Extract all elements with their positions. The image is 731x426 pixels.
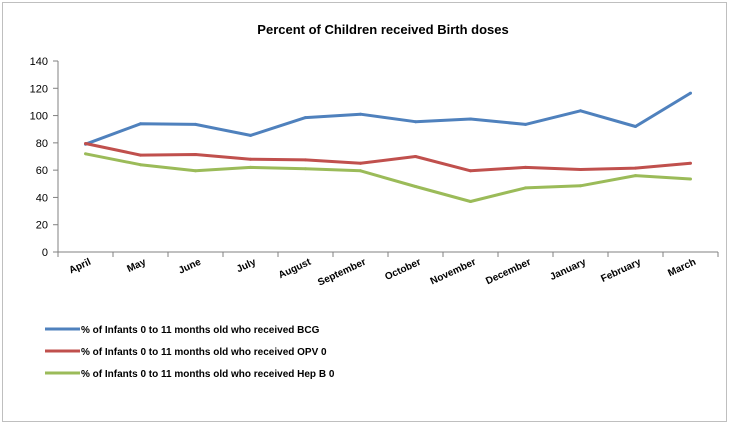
data-point — [194, 122, 197, 126]
x-tick-label: October — [383, 257, 422, 283]
data-point — [524, 165, 527, 169]
x-tick-label: December — [484, 257, 533, 287]
y-tick-label: 20 — [36, 220, 48, 232]
chart-title: Percent of Children received Birth doses — [257, 22, 508, 37]
data-point — [194, 153, 197, 156]
data-point — [469, 169, 472, 173]
data-point — [689, 161, 692, 165]
data-point — [84, 142, 87, 145]
x-tick-label: August — [277, 256, 313, 281]
data-point — [139, 122, 142, 126]
data-point — [249, 165, 252, 169]
x-tick-label: April — [67, 257, 92, 277]
data-point — [469, 117, 472, 121]
data-point — [139, 163, 142, 167]
data-point — [359, 161, 362, 165]
data-point — [524, 122, 527, 126]
series-lines — [84, 91, 692, 203]
x-tick-label: January — [548, 257, 588, 283]
data-point — [689, 177, 692, 181]
series-line-1 — [85, 142, 691, 173]
y-tick-label: 40 — [36, 192, 48, 204]
series-line-2 — [85, 152, 691, 203]
data-point — [304, 158, 307, 162]
y-tick-label: 100 — [30, 111, 48, 123]
series-line-0 — [84, 91, 692, 146]
chart-frame — [2, 2, 727, 422]
data-point — [689, 91, 692, 95]
data-point — [579, 184, 582, 188]
data-point — [359, 169, 362, 173]
x-tick-label: May — [125, 257, 148, 275]
legend-label: % of Infants 0 to 11 months old who rece… — [81, 325, 320, 336]
data-point — [469, 200, 472, 203]
data-point — [139, 153, 142, 157]
legend-label: % of Infants 0 to 11 months old who rece… — [81, 347, 327, 358]
chart-axes — [57, 61, 718, 253]
x-axis-ticks: April May June July August September October No… — [57, 252, 719, 289]
data-point — [579, 168, 582, 171]
data-point — [249, 157, 252, 161]
y-tick-label: 140 — [30, 56, 48, 68]
x-tick-label: February — [599, 257, 643, 285]
y-tick-label: 0 — [42, 247, 48, 259]
y-axis-ticks: 0 20 40 60 80 100 120 140 — [30, 56, 58, 259]
data-point — [634, 166, 637, 170]
x-tick-label: June — [177, 257, 203, 277]
data-point — [414, 185, 417, 188]
data-point — [304, 167, 307, 171]
data-point — [194, 169, 197, 173]
data-point — [634, 174, 637, 178]
data-point — [304, 116, 307, 120]
y-tick-label: 60 — [36, 165, 48, 177]
data-point — [634, 125, 637, 128]
x-tick-label: March — [666, 257, 697, 279]
x-tick-label: September — [316, 257, 368, 289]
x-tick-label: November — [429, 257, 478, 288]
data-point — [414, 120, 417, 124]
legend: % of Infants 0 to 11 months old who rece… — [45, 325, 335, 380]
data-point — [249, 133, 252, 137]
y-tick-label: 80 — [36, 138, 48, 150]
y-tick-label: 120 — [30, 83, 48, 95]
data-point — [414, 155, 417, 158]
legend-label: % of Infants 0 to 11 months old who rece… — [81, 369, 335, 380]
data-point — [84, 152, 87, 156]
data-point — [524, 186, 527, 190]
data-point — [359, 112, 362, 116]
data-point — [579, 109, 582, 113]
x-tick-label: July — [235, 257, 258, 276]
